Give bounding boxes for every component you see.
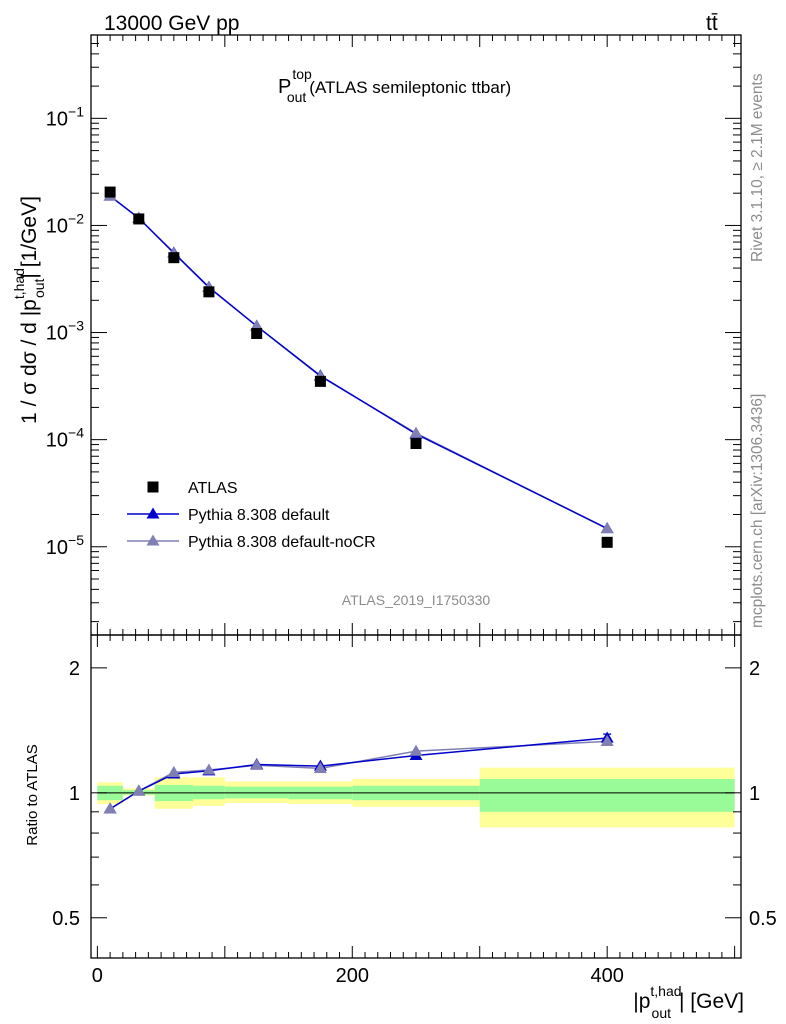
ratio-point-default-nocr-3: [202, 763, 216, 775]
ratio-point-default-nocr-5: [313, 761, 327, 773]
main-y-tick-label-4: 10−5: [46, 532, 84, 559]
legend-label-2: Pythia 8.308 default-noCR: [188, 534, 376, 551]
main-ylabel-sub: out: [31, 278, 47, 298]
main-y-tick-label-0: 10−1: [46, 103, 84, 130]
legend-marker-default: [146, 507, 160, 519]
xlabel-post: | [GeV]: [679, 990, 744, 1013]
main-title-symbol: P: [278, 76, 291, 98]
main-point-atlas-5: [314, 375, 326, 387]
main-y-axis-label: 1 / σ dσ / d |pt,had out| [1/GeV]: [11, 196, 47, 424]
legend-label-0: ATLAS: [188, 480, 238, 497]
main-title-text: (ATLAS semileptonic ttbar): [309, 78, 511, 97]
legend: ATLAS Pythia 8.308 default Pythia 8.308 de…: [127, 480, 376, 551]
stat-uncertainty-band-7: [479, 778, 735, 812]
main-point-atlas-0: [104, 186, 116, 198]
legend-marker-default-nocr: [146, 534, 160, 546]
x-tick-label-2: 400: [590, 965, 623, 987]
main-y-tick-label-3: 10−4: [46, 425, 84, 452]
header-energy-label: 13000 GeV pp: [104, 12, 239, 35]
ratio-point-default-nocr-0: [103, 802, 117, 814]
main-line-default: [109, 195, 608, 530]
main-point-atlas-7: [601, 536, 613, 548]
ratio-line-default: [109, 737, 608, 810]
main-point-atlas-2: [168, 252, 180, 264]
ratio-y-tick-label-left-1: 1: [69, 783, 80, 805]
main-point-atlas-6: [410, 438, 422, 450]
ratio-y-tick-label-right-2: 2: [749, 658, 760, 680]
main-y-tick-label-1: 10−2: [46, 210, 84, 237]
main-point-atlas-1: [133, 213, 145, 225]
rivet-version-label: Rivet 3.1.10, ≥ 2.1M events: [749, 73, 766, 262]
ratio-point-default-nocr-2: [167, 765, 181, 777]
ratio-y-tick-label-left-2: 2: [69, 658, 80, 680]
main-line-default-nocr: [109, 195, 608, 530]
main-point-atlas-3: [203, 286, 215, 298]
ratio-point-default-nocr-6: [409, 744, 423, 756]
legend-label-1: Pythia 8.308 default: [188, 507, 330, 524]
ratio-point-default-nocr-1: [132, 784, 146, 796]
x-axis-label: |pt,had out | [GeV]: [633, 983, 744, 1021]
main-title-sup: top: [292, 66, 312, 82]
xlabel-pre: |p: [633, 990, 650, 1013]
ratio-y-axis-label: Ratio to ATLAS: [24, 744, 41, 845]
ratio-point-default-nocr-4: [250, 758, 264, 770]
main-point-atlas-4: [251, 327, 263, 339]
ratio-plot-series: [103, 731, 614, 814]
main-plot-series: [103, 186, 614, 548]
main-point-default-nocr-7: [600, 522, 614, 534]
ratio-y-tick-label-right-0: 0.5: [749, 908, 777, 930]
ratio-y-tick-label-right-1: 1: [749, 783, 760, 805]
x-tick-label-1: 200: [336, 965, 369, 987]
main-title-sub: out: [287, 89, 307, 105]
xlabel-sup: t,had: [650, 983, 681, 999]
main-point-default-nocr-4: [250, 319, 264, 331]
main-point-default-nocr-6: [409, 426, 423, 438]
x-tick-label-0: 0: [92, 965, 103, 987]
ratio-plot-axes: 0 200 400 0.5 0.5 1 1 2 2: [52, 634, 777, 987]
main-ylabel-pre: 1 / σ dσ / d |p: [18, 299, 41, 424]
xlabel-sub: out: [652, 1005, 672, 1021]
main-y-tick-label-2: 10−3: [46, 318, 84, 345]
main-ylabel-sup: t,had: [11, 268, 27, 299]
ratio-uncertainty-bands: [97, 767, 735, 828]
header-process-label: tt̄: [706, 12, 718, 35]
mcplots-label: mcplots.cern.ch [arXiv:1306.3436]: [749, 394, 766, 628]
main-title: Ptop out (ATLAS semileptonic ttbar): [278, 66, 511, 105]
ratio-point-default-nocr-7: [600, 734, 614, 746]
legend-marker-atlas: [147, 481, 159, 493]
ratio-y-tick-label-left-0: 0.5: [52, 908, 80, 930]
analysis-id-label: ATLAS_2019_I1750330: [342, 592, 491, 608]
main-ylabel-post: | [1/GeV]: [18, 196, 41, 279]
